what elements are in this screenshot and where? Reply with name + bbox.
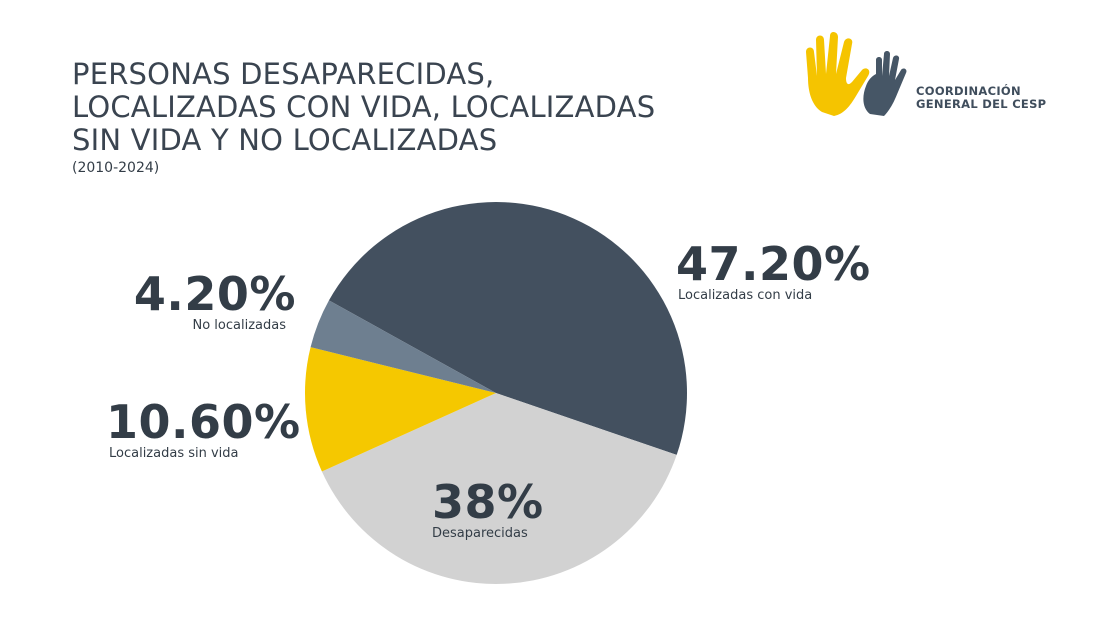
slice-value-desaparecidas: 38% <box>432 475 544 529</box>
pie-slice-localizadas-sin-vida <box>305 347 496 472</box>
hand-back-icon <box>863 51 907 116</box>
slice-value-localizadas-sin-vida: 10.60% <box>106 395 301 449</box>
logo-line-2: GENERAL DEL CESP <box>916 97 1047 111</box>
title-line-3: SIN VIDA Y NO LOCALIZADAS <box>72 123 498 157</box>
slice-label-localizadas-con-vida: 47.20% Localizadas con vida <box>676 240 871 304</box>
logo-text: COORDINACIÓN GENERAL DEL CESP <box>916 85 1046 111</box>
chart-subtitle: (2010-2024) <box>72 160 160 176</box>
cesp-logo: COORDINACIÓN GENERAL DEL CESP <box>800 30 1070 125</box>
slice-label-localizadas-sin-vida: 10.60% Localizadas sin vida <box>106 398 301 462</box>
title-line-2: LOCALIZADAS CON VIDA, LOCALIZADAS <box>72 90 656 124</box>
logo-line-1: COORDINACIÓN <box>916 84 1021 98</box>
pie-slice-no-localizadas <box>310 300 496 393</box>
slice-value-no-localizadas: 4.20% <box>133 267 296 321</box>
slice-name-localizadas-sin-vida: Localizadas sin vida <box>109 446 239 461</box>
title-line-1: PERSONAS DESAPARECIDAS, <box>72 57 495 91</box>
slice-label-no-localizadas: 4.20% No localizadas <box>130 270 296 334</box>
slice-name-localizadas-con-vida: Localizadas con vida <box>678 288 813 303</box>
pie-slice-desaparecidas <box>321 393 677 584</box>
slice-name-desaparecidas: Desaparecidas <box>432 526 528 541</box>
slice-label-desaparecidas: 38% Desaparecidas <box>432 478 544 542</box>
pie-slice-localizadas-con-vida <box>328 201 687 455</box>
slice-name-no-localizadas: No localizadas <box>192 318 287 333</box>
hand-front-icon <box>806 31 870 116</box>
chart-title: PERSONAS DESAPARECIDAS, LOCALIZADAS CON … <box>72 57 712 177</box>
hands-icon <box>806 31 907 116</box>
slice-value-localizadas-con-vida: 47.20% <box>676 237 871 291</box>
